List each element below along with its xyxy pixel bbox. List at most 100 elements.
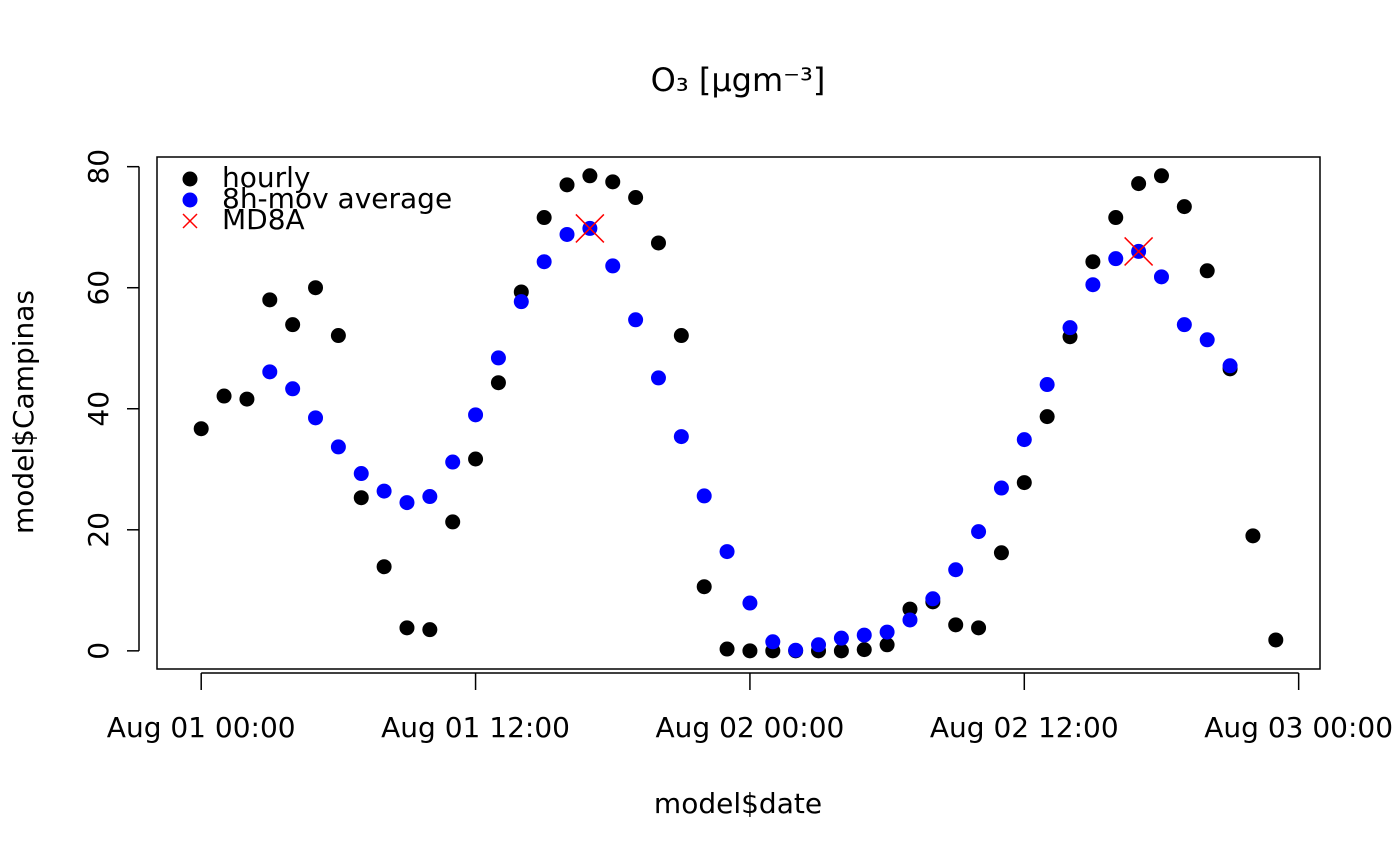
chart-title: O₃ [μgm⁻³]: [651, 61, 826, 99]
legend-marker: [182, 192, 198, 208]
point: [353, 466, 369, 482]
x-stroke: [182, 213, 198, 229]
point: [1245, 528, 1261, 544]
point: [1062, 320, 1078, 336]
point: [788, 642, 804, 658]
point: [856, 627, 872, 643]
y-tick-label: 40: [82, 391, 115, 427]
point: [650, 370, 666, 386]
point: [308, 410, 324, 426]
point: [993, 545, 1009, 561]
point: [376, 483, 392, 499]
y-tick-label: 80: [82, 149, 115, 185]
legend-label: hourly: [222, 161, 310, 194]
point: [1039, 377, 1055, 393]
y-axis-label: model$Campinas: [7, 290, 40, 534]
point: [536, 210, 552, 226]
point: [445, 514, 461, 530]
legend-marker: [182, 213, 198, 229]
x-tick-label: Aug 01 12:00: [381, 711, 570, 744]
point: [993, 480, 1009, 496]
point: [376, 559, 392, 575]
point: [673, 328, 689, 344]
point: [902, 612, 918, 628]
point: [1085, 254, 1101, 270]
x-stroke: [1124, 236, 1154, 266]
point: [696, 579, 712, 595]
point: [513, 294, 529, 310]
point-x: [1124, 236, 1154, 266]
point: [742, 595, 758, 611]
x-axis-label: model$date: [654, 787, 822, 820]
point: [422, 489, 438, 505]
point: [948, 562, 964, 578]
point: [971, 620, 987, 636]
point: [582, 168, 598, 184]
point: [1176, 317, 1192, 333]
point: [1153, 168, 1169, 184]
point: [765, 634, 781, 650]
point: [330, 328, 346, 344]
point: [468, 451, 484, 467]
x-stroke: [575, 213, 605, 243]
x-tick-label: Aug 02 12:00: [930, 711, 1119, 744]
point: [285, 317, 301, 333]
point: [811, 637, 827, 653]
point: [902, 601, 918, 617]
point: [719, 544, 735, 560]
x-tick-label: Aug 02 00:00: [656, 711, 845, 744]
point: [239, 391, 255, 407]
legend-label: 8h-mov average: [222, 182, 452, 215]
point: [879, 624, 895, 640]
point: [330, 439, 346, 455]
point: [948, 617, 964, 633]
point: [856, 642, 872, 658]
point: [1176, 199, 1192, 215]
point: [742, 643, 758, 659]
y-tick-label: 20: [82, 512, 115, 548]
point: [262, 292, 278, 308]
point: [1199, 263, 1215, 279]
point: [262, 364, 278, 380]
point: [650, 235, 666, 251]
point: [1108, 210, 1124, 226]
y-tick-label: 0: [82, 642, 115, 660]
point: [833, 643, 849, 659]
point: [1153, 269, 1169, 285]
point: [399, 495, 415, 511]
point: [628, 312, 644, 328]
point: [193, 421, 209, 437]
point: [285, 381, 301, 397]
point: [879, 637, 895, 653]
x-tick-label: Aug 01 00:00: [107, 711, 296, 744]
point: [696, 488, 712, 504]
point: [536, 254, 552, 270]
plot-box: [156, 156, 1321, 670]
point: [1199, 332, 1215, 348]
point: [559, 177, 575, 193]
point: [1016, 475, 1032, 491]
point: [1039, 409, 1055, 425]
legend-marker: [182, 171, 198, 187]
point: [1108, 251, 1124, 267]
point: [490, 350, 506, 366]
point: [1016, 432, 1032, 448]
point: [628, 190, 644, 206]
point: [925, 591, 941, 607]
point: [353, 490, 369, 506]
legend-label: MD8A: [222, 203, 305, 236]
point: [1085, 277, 1101, 293]
point: [719, 641, 735, 657]
point: [833, 630, 849, 646]
point: [1131, 176, 1147, 192]
point: [216, 388, 232, 404]
point: [559, 226, 575, 242]
point: [971, 524, 987, 540]
point: [490, 375, 506, 391]
point: [422, 622, 438, 638]
point: [1268, 632, 1284, 648]
point: [605, 174, 621, 190]
point: [308, 280, 324, 296]
point-x: [575, 213, 605, 243]
